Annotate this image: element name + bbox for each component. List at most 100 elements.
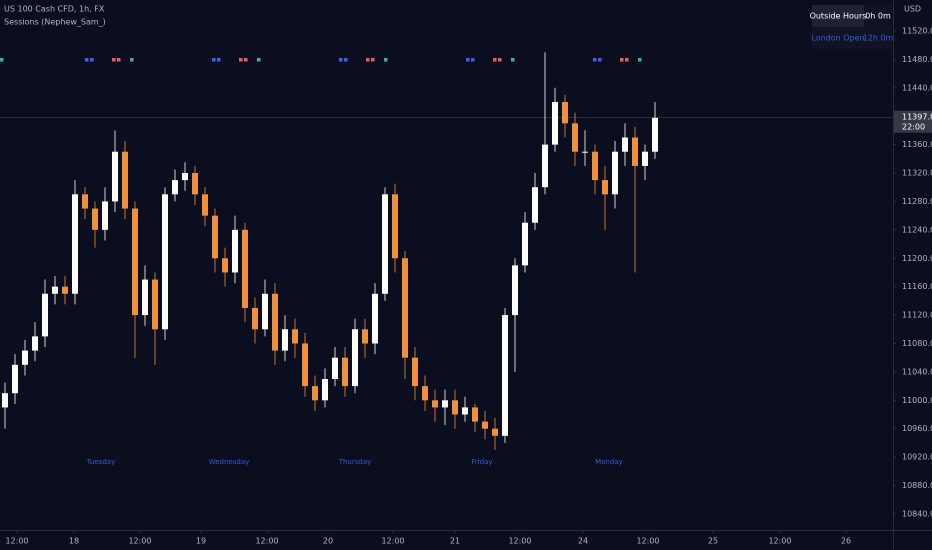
- candle-body: [522, 222, 528, 266]
- session-marker: [217, 58, 221, 62]
- y-tick-label: 10960.00: [902, 424, 932, 433]
- y-tick-label: 11320.00: [902, 169, 932, 178]
- session-marker: [493, 58, 497, 62]
- currency: USD: [904, 5, 921, 14]
- candle-body: [412, 357, 418, 387]
- x-tick-label: 12:00: [636, 537, 659, 546]
- y-tick-label: 11080.00: [902, 339, 932, 348]
- candle-body: [212, 215, 218, 259]
- candle-body: [402, 258, 408, 358]
- session-marker: [466, 58, 470, 62]
- candle-body: [42, 293, 48, 337]
- candle-body: [202, 194, 208, 216]
- candle-body: [422, 386, 428, 401]
- session-marker: [339, 58, 343, 62]
- x-tick-label: 19: [196, 537, 206, 546]
- candle-body: [342, 357, 348, 387]
- session-marker: [593, 58, 597, 62]
- candle-body: [392, 194, 398, 259]
- day-label: Wednesday: [209, 458, 250, 466]
- candle-body: [552, 101, 558, 145]
- session-marker: [239, 58, 243, 62]
- candle-body: [102, 201, 108, 230]
- last-price-label: 11397.80: [902, 112, 932, 121]
- candle-body: [632, 137, 638, 166]
- x-tick-label: 12:00: [128, 537, 151, 546]
- y-tick-label: 10920.00: [902, 453, 932, 462]
- candle-body: [32, 336, 38, 351]
- y-tick-label: 10880.00: [902, 481, 932, 490]
- candle-body: [572, 123, 578, 152]
- candle-body: [322, 378, 328, 401]
- table-cell: [812, 27, 864, 49]
- candle-body: [302, 343, 308, 387]
- indicator-title: Sessions (Nephew_Sam_): [4, 18, 106, 27]
- candle-body: [2, 393, 8, 408]
- day-label: Thursday: [338, 458, 372, 466]
- candle-body: [262, 293, 268, 330]
- candle-body: [462, 407, 468, 415]
- x-tick-label: 24: [578, 537, 588, 546]
- candle-body: [62, 286, 68, 294]
- candle-body: [472, 407, 478, 422]
- candle-body: [182, 173, 188, 181]
- x-tick-label: 12:00: [5, 537, 28, 546]
- candle-body: [282, 329, 288, 351]
- y-tick-label: 11240.00: [902, 225, 932, 234]
- candle-body: [622, 137, 628, 152]
- candle-body: [562, 101, 568, 124]
- countdown-label: 22:00: [902, 122, 925, 131]
- session-marker: [598, 58, 602, 62]
- y-tick-label: 11200.00: [902, 254, 932, 263]
- candle-body: [642, 151, 648, 166]
- session-marker: [620, 58, 624, 62]
- y-tick-label: 11480.00: [902, 55, 932, 64]
- table-cell: [812, 5, 864, 27]
- candle-body: [112, 151, 118, 202]
- y-tick-label: 11160.00: [902, 282, 932, 291]
- candle-body: [602, 180, 608, 195]
- table-cell: [864, 27, 892, 49]
- candle-body: [612, 151, 618, 195]
- session-marker: [384, 58, 388, 62]
- session-marker: [511, 58, 515, 62]
- y-tick-label: 11520.00: [902, 26, 932, 35]
- session-marker: [0, 58, 4, 62]
- y-tick-label: 11440.00: [902, 83, 932, 92]
- last-price-badge: [894, 110, 932, 133]
- candle-body: [142, 279, 148, 316]
- session-marker: [638, 58, 642, 62]
- candle-body: [252, 307, 258, 330]
- candle-body: [492, 428, 498, 436]
- session-marker: [498, 58, 502, 62]
- candle-body: [272, 293, 278, 351]
- session-marker: [112, 58, 116, 62]
- candle-body: [12, 364, 18, 394]
- x-tick-label: 18: [69, 537, 79, 546]
- session-marker: [244, 58, 248, 62]
- y-tick-label: 11040.00: [902, 367, 932, 376]
- x-tick-label: 20: [323, 537, 333, 546]
- session-marker: [366, 58, 370, 62]
- table-text: 0h 0m: [865, 12, 891, 21]
- session-markers: [0, 58, 642, 62]
- candle-body: [22, 350, 28, 365]
- session-marker: [117, 58, 121, 62]
- x-tick-label: 26: [841, 537, 851, 546]
- session-marker: [130, 58, 134, 62]
- candle-body: [122, 151, 128, 209]
- candle-body: [432, 400, 438, 408]
- candle-body: [162, 194, 168, 330]
- candle-body: [232, 229, 238, 273]
- symbol-title: US 100 Cash CFD, 1h, FX: [4, 5, 105, 14]
- candle-body: [192, 173, 198, 195]
- candle-body: [652, 117, 658, 152]
- day-label: Tuesday: [86, 458, 115, 466]
- candle-body: [312, 386, 318, 401]
- candle-body: [442, 400, 448, 408]
- candle-body: [352, 329, 358, 387]
- candle-body: [82, 194, 88, 209]
- candle-body: [332, 357, 338, 379]
- candle-body: [372, 293, 378, 344]
